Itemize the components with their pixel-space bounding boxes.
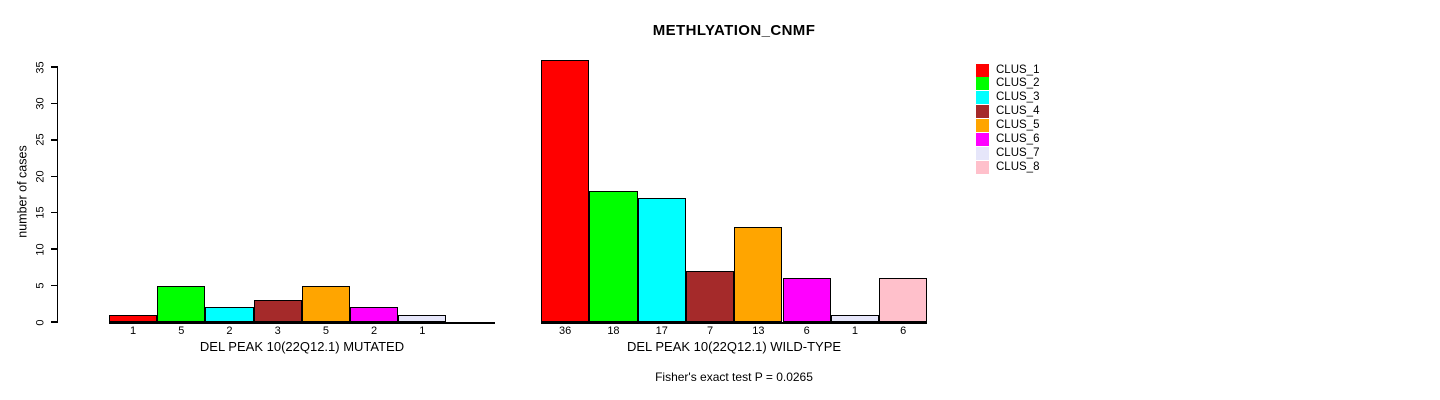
y-tick-label: 0	[34, 318, 47, 326]
bar-value-label: 3	[274, 325, 281, 337]
x-axis-baseline	[541, 321, 928, 324]
bar-clus_4-group2	[685, 271, 735, 322]
bar-value-label: 7	[706, 325, 714, 337]
bar-clus_6-group2	[782, 278, 831, 322]
bar-clus_1-group1	[109, 314, 158, 322]
bar-value-label: 13	[752, 325, 765, 337]
x-axis-label-mutated: DEL PEAK 10(22Q12.1) MUTATED	[199, 339, 405, 354]
bar-value-label: 5	[322, 325, 329, 337]
bar-clus_7-group1	[398, 314, 447, 322]
bar-value-label: 1	[130, 325, 137, 337]
y-tick-label: 5	[34, 282, 47, 289]
y-tick	[50, 211, 58, 214]
x-axis-label-wild-type: DEL PEAK 10(22Q12.1) WILD-TYPE	[626, 339, 842, 354]
bar-clus_1-group2	[541, 59, 590, 322]
y-tick-label: 15	[34, 206, 47, 219]
bar-value-label: 1	[851, 325, 858, 337]
x-axis-baseline	[109, 321, 495, 324]
y-tick	[50, 139, 58, 141]
bar-value-label: 6	[900, 325, 907, 337]
bar-clus_5-group2	[734, 227, 783, 322]
y-tick-label: 35	[34, 60, 47, 74]
bar-value-label: 36	[559, 325, 572, 337]
bar-clus_3-group1	[205, 307, 254, 322]
y-tick	[50, 102, 58, 105]
y-tick	[50, 175, 58, 178]
bar-value-label: 17	[655, 325, 668, 337]
bar-clus_4-group1	[253, 300, 302, 322]
bar-clus_7-group2	[830, 314, 880, 322]
bar-value-label: 2	[371, 325, 378, 337]
bar-clus_8-group2	[879, 278, 928, 322]
y-tick	[50, 284, 58, 287]
bar-clus_5-group1	[301, 285, 350, 322]
bar-clus_2-group1	[157, 285, 206, 322]
bar-value-label: 18	[607, 325, 620, 337]
y-tick-label: 10	[34, 243, 47, 256]
chart-title: METHLYATION_CNMF	[652, 22, 816, 39]
y-axis-line	[56, 67, 59, 323]
bar-value-label: 2	[226, 325, 233, 337]
y-tick	[50, 321, 58, 323]
bar-clus_2-group2	[589, 190, 638, 322]
bar-clus_3-group2	[637, 198, 686, 322]
bar-value-label: 1	[419, 325, 426, 337]
bar-value-label: 5	[178, 325, 185, 337]
y-tick	[50, 248, 58, 250]
bar-value-label: 6	[803, 325, 810, 337]
y-tick	[50, 66, 58, 68]
fisher-test-annotation: Fisher's exact test P = 0.0265	[655, 370, 813, 384]
bar-clus_6-group1	[350, 307, 399, 322]
y-tick-label: 20	[34, 170, 47, 183]
y-tick-label: 30	[34, 97, 47, 110]
y-tick-label: 25	[34, 133, 47, 146]
